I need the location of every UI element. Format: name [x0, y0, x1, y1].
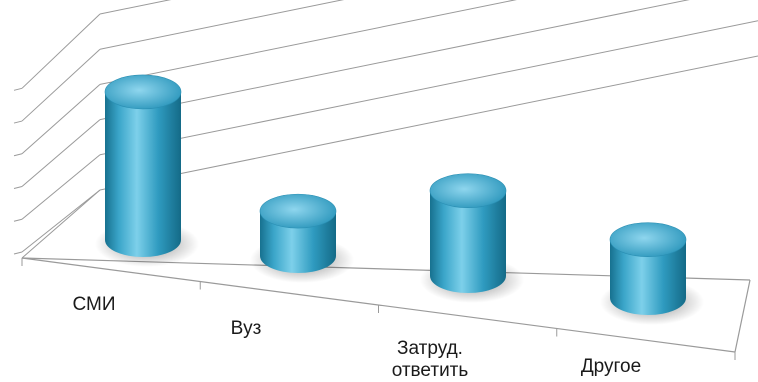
gridline-side [21, 119, 101, 187]
x-tick-label: Вуз [231, 318, 262, 339]
gridline [99, 20, 758, 156]
gridline-side [21, 13, 101, 89]
gridline-side [21, 48, 101, 122]
gridline [99, 0, 345, 50]
gridline-side [21, 84, 101, 155]
x-tick-label: Затруд. ответить [392, 338, 469, 381]
gridline [99, 55, 758, 191]
y-tick [13, 186, 23, 190]
y-tick [13, 153, 23, 157]
x-tick-label: СМИ [73, 294, 116, 315]
y-tick [13, 251, 23, 255]
gridline [99, 0, 690, 121]
gridline-side [21, 154, 101, 220]
gridlines [13, 0, 758, 255]
gridline-side [21, 189, 101, 253]
y-tick [13, 218, 23, 222]
y-tick [13, 87, 23, 91]
bar [610, 239, 686, 315]
category-labels: СМИ Вуз Затруд. ответить Другое [73, 294, 642, 381]
bars [95, 74, 704, 325]
bar [430, 190, 506, 293]
gridline [99, 0, 517, 85]
x-tick-label: Другое [581, 356, 641, 377]
bar-top [429, 173, 507, 209]
y-tick [13, 120, 23, 124]
floor-left-edge [21, 189, 101, 259]
bar [260, 211, 336, 273]
bar-top [104, 74, 182, 110]
bar-top [259, 193, 337, 229]
bar [105, 91, 181, 258]
gridline [99, 0, 172, 15]
floor-right-edge [734, 279, 751, 353]
bar-top [609, 222, 687, 257]
